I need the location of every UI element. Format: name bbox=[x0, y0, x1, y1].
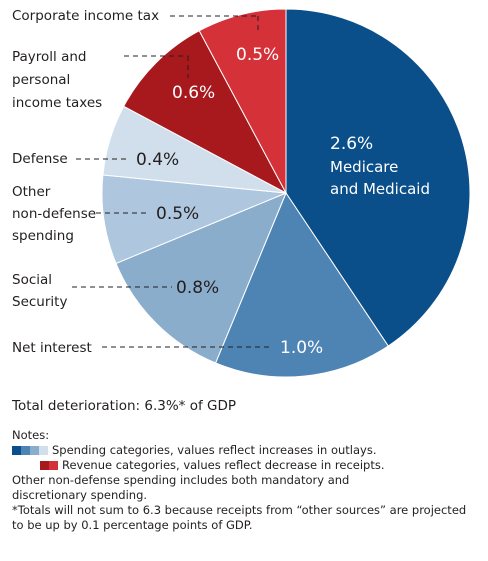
legend-spending: Spending categories, values reflect incr… bbox=[12, 443, 484, 458]
swatch-spending-2 bbox=[21, 446, 30, 455]
value-payroll: 0.6% bbox=[172, 83, 215, 103]
label-other-non-defense: Other non-defense spending bbox=[12, 184, 100, 244]
other-note-line-1: Other non-defense spending includes both… bbox=[12, 473, 484, 488]
value-other: 0.5% bbox=[156, 204, 199, 224]
pie-chart: Corporate income tax Payroll and persona… bbox=[0, 0, 488, 390]
revenue-swatches bbox=[40, 461, 58, 470]
footnote-line-2: to be up by 0.1 percentage points of GDP… bbox=[12, 518, 484, 533]
total-deterioration: Total deterioration: 6.3%* of GDP bbox=[12, 398, 236, 414]
notes-section: Notes: Spending categories, values refle… bbox=[12, 428, 484, 533]
label-payroll-taxes: Payroll and personal income taxes bbox=[12, 49, 102, 111]
footnote-line-1: *Totals will not sum to 6.3 because rece… bbox=[12, 503, 484, 518]
value-corporate: 0.5% bbox=[236, 45, 279, 65]
swatch-spending-1 bbox=[12, 446, 21, 455]
legend-revenue-text: Revenue categories, values reflect decre… bbox=[62, 458, 385, 473]
spending-swatches bbox=[12, 446, 48, 455]
label-social-security: Social Security bbox=[12, 272, 67, 310]
value-medicare: 2.6% bbox=[330, 134, 373, 154]
other-note-line-2: discretionary spending. bbox=[12, 488, 484, 503]
value-net-interest: 1.0% bbox=[280, 338, 323, 358]
swatch-spending-4 bbox=[39, 446, 48, 455]
value-defense: 0.4% bbox=[136, 150, 179, 170]
label-net-interest: Net interest bbox=[12, 340, 92, 356]
legend-spending-text: Spending categories, values reflect incr… bbox=[52, 443, 377, 458]
value-social-security: 0.8% bbox=[176, 278, 219, 298]
swatch-revenue-1 bbox=[40, 461, 49, 470]
legend-revenue: Revenue categories, values reflect decre… bbox=[12, 458, 484, 473]
label-defense: Defense bbox=[12, 151, 68, 167]
notes-heading: Notes: bbox=[12, 428, 484, 443]
swatch-revenue-2 bbox=[49, 461, 58, 470]
swatch-spending-3 bbox=[30, 446, 39, 455]
label-corporate-income-tax: Corporate income tax bbox=[12, 8, 159, 24]
